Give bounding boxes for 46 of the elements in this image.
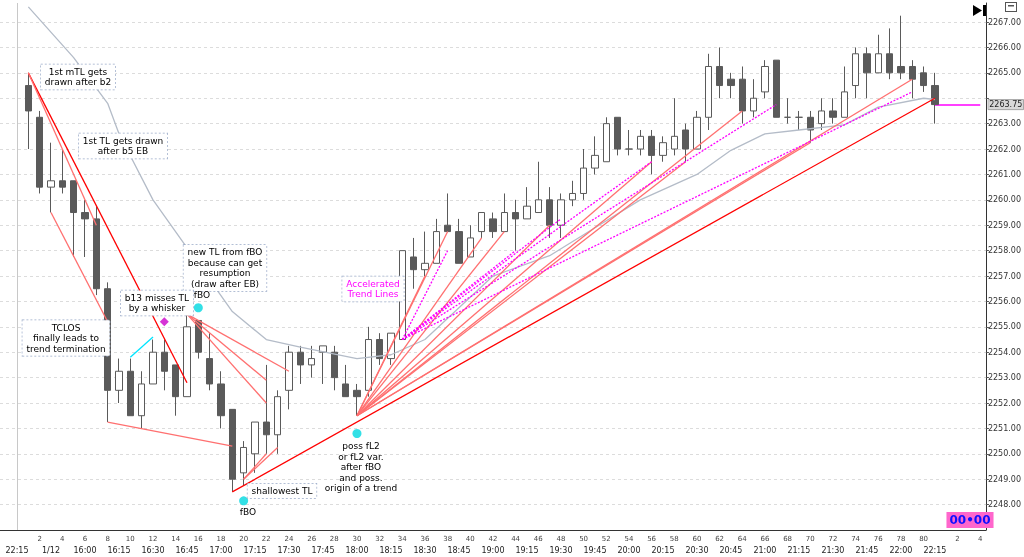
y-tick-label: 2258.00 bbox=[987, 246, 1022, 256]
y-tick-label: 2266.00 bbox=[987, 42, 1022, 52]
x-tick-label: 19:45 bbox=[583, 545, 607, 555]
y-tick-label: 2250.00 bbox=[987, 449, 1022, 459]
y-tick-label: 2249.00 bbox=[987, 474, 1022, 484]
annotation: shallowest TL bbox=[251, 486, 313, 496]
x-tick-label: 22:15 bbox=[5, 545, 29, 555]
annotation: TCLOS finally leads to trend termination bbox=[26, 322, 106, 354]
annotation: 1st TL gets drawn after b5 EB bbox=[82, 135, 164, 157]
y-tick-label: 2255.00 bbox=[987, 322, 1022, 332]
y-tick-label: 2256.00 bbox=[987, 296, 1022, 306]
x-tick-label: 17:15 bbox=[243, 545, 267, 555]
ref-line-label: 2263.75 bbox=[989, 100, 1023, 110]
y-tick-label: 2265.00 bbox=[987, 68, 1022, 78]
y-tick-label: 2248.00 bbox=[987, 500, 1022, 510]
y-tick-label: 2257.00 bbox=[987, 271, 1022, 281]
y-tick-label: 2267.00 bbox=[987, 17, 1022, 27]
annotation: b13 misses TL by a whisker bbox=[124, 292, 190, 314]
y-tick-label: 2259.00 bbox=[987, 220, 1022, 230]
x-tick-label: 17:45 bbox=[311, 545, 335, 555]
x-tick-label: 20:15 bbox=[651, 545, 675, 555]
y-tick-label: 2254.00 bbox=[987, 347, 1022, 357]
annotation: 1st mTL gets drawn after b2 bbox=[44, 66, 112, 88]
x-tick-label: 1/12 bbox=[42, 545, 60, 555]
x-tick-label: 21:45 bbox=[855, 545, 879, 555]
y-tick-label: 2260.00 bbox=[987, 195, 1022, 205]
x-tick-label: 16:15 bbox=[107, 545, 131, 555]
annotation: new TL from fBO because can get resumption (draw after EB) bbox=[187, 247, 263, 289]
x-tick-label: 19:15 bbox=[515, 545, 539, 555]
x-tick-label: 18:15 bbox=[379, 545, 403, 555]
y-tick-label: 2251.00 bbox=[987, 423, 1022, 433]
annotation: fBO bbox=[193, 290, 211, 300]
x-tick-label: 18:45 bbox=[447, 545, 471, 555]
x-tick-label: 16:45 bbox=[175, 545, 199, 555]
annotation: poss fL2 or fL2 var. after fBO and poss. origin of a trend bbox=[324, 441, 398, 493]
x-tick-label: 21:15 bbox=[787, 545, 811, 555]
x-tick-label: 20:45 bbox=[719, 545, 743, 555]
y-tick-label: 2262.00 bbox=[987, 144, 1022, 154]
x-tick-label: 22:15 bbox=[923, 545, 947, 555]
annotation: 00•00 bbox=[949, 513, 991, 527]
y-tick-label: 2253.00 bbox=[987, 373, 1022, 383]
annotation: fBO bbox=[239, 507, 257, 517]
y-tick-label: 2263.00 bbox=[987, 119, 1022, 129]
annotation: Accelerated Trend Lines bbox=[346, 278, 400, 300]
y-tick-label: 2252.00 bbox=[987, 398, 1022, 408]
y-tick-label: 2261.00 bbox=[987, 169, 1022, 179]
